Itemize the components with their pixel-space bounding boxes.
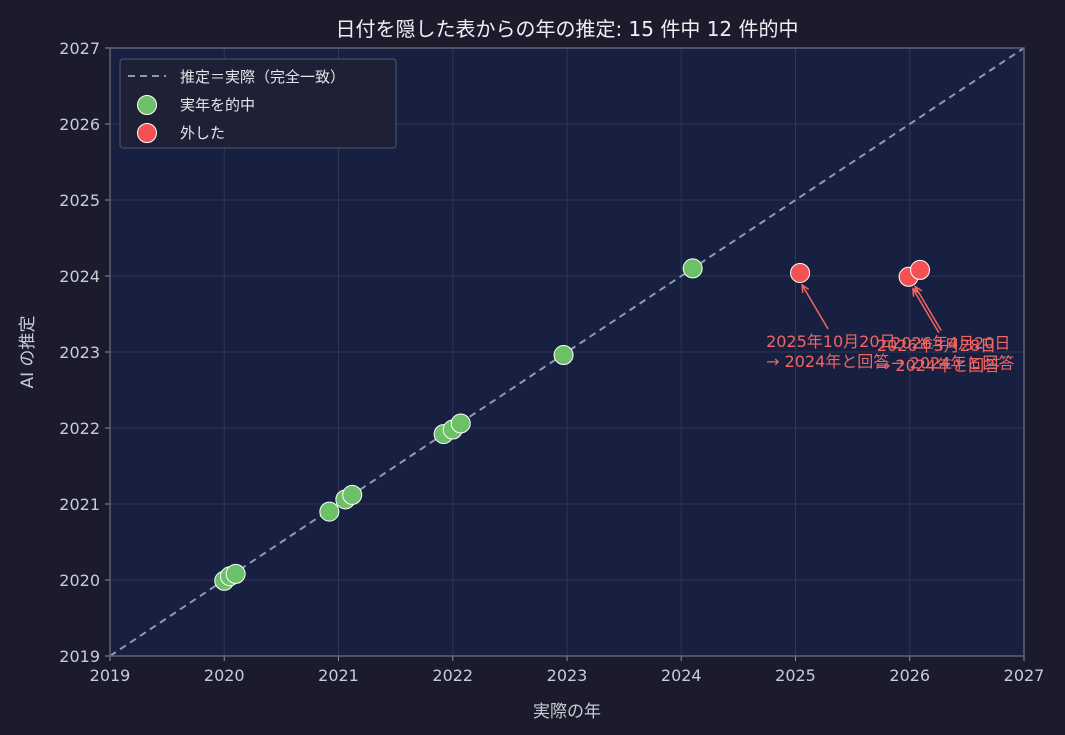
- x-tick-label: 2020: [204, 666, 245, 685]
- legend-box: [119, 58, 397, 149]
- x-tick-label: 2024: [661, 666, 702, 685]
- point-hit: [682, 258, 703, 279]
- reference-line: [109, 47, 1025, 657]
- legend-hit-label: 実年を的中: [180, 96, 255, 114]
- plot-frame: [109, 47, 1025, 657]
- x-tick-label: 2026: [889, 666, 930, 685]
- x-axis: 2019 2020 2021 2022 2023 2024 2025 2026 2027: [90, 656, 1045, 685]
- annotation-answer: → 2024年と回答: [891, 353, 1014, 372]
- y-tick-label: 2022: [59, 419, 100, 438]
- legend-reference-label: 推定＝実際（完全一致）: [180, 68, 345, 86]
- legend-hit-marker: [137, 95, 157, 115]
- annotation-date: 2026年4月20日: [891, 333, 1010, 352]
- y-tick-label: 2026: [59, 115, 100, 134]
- annotation-answer: → 2024年と回答: [877, 356, 1000, 375]
- point-miss: [790, 262, 811, 283]
- annotation-arrow: [912, 288, 940, 334]
- legend-miss-label: 外した: [180, 124, 225, 142]
- x-tick-label: 2021: [318, 666, 359, 685]
- y-axis: 2019 2020 2021 2022 2023 2024 2025 2026 2027: [59, 39, 110, 666]
- annotation-answer: → 2024年と回答: [766, 352, 889, 371]
- point-hit: [450, 413, 471, 434]
- annotation-date: 2025年10月20日: [766, 332, 895, 351]
- point-hit: [225, 563, 246, 584]
- point-miss: [910, 259, 931, 280]
- y-axis-label: AI の推定: [18, 315, 38, 388]
- y-tick-label: 2023: [59, 343, 100, 362]
- legend: 推定＝実際（完全一致） 実年を的中 外した: [119, 58, 397, 149]
- x-tick-label: 2022: [432, 666, 473, 685]
- annotation-arrowhead: [912, 287, 920, 297]
- y-tick-label: 2024: [59, 267, 100, 286]
- data-points: [214, 258, 931, 591]
- y-tick-label: 2027: [59, 39, 100, 58]
- annotation-date: 2026年3月28日: [877, 336, 996, 355]
- x-tick-label: 2025: [775, 666, 816, 685]
- y-tick-label: 2020: [59, 571, 100, 590]
- x-tick-label: 2019: [90, 666, 131, 685]
- y-tick-label: 2021: [59, 495, 100, 514]
- annotation-arrowhead: [914, 284, 923, 295]
- point-hit: [319, 501, 340, 522]
- x-axis-label: 実際の年: [533, 702, 601, 722]
- point-hit: [553, 345, 574, 366]
- y-tick-label: 2019: [59, 647, 100, 666]
- chart-title: 日付を隠した表からの年の推定: 15 件中 12 件的中: [335, 17, 798, 41]
- x-tick-label: 2023: [547, 666, 588, 685]
- x-tick-label: 2027: [1004, 666, 1045, 685]
- legend-miss-marker: [137, 123, 157, 143]
- annotation-arrowhead: [801, 283, 810, 293]
- annotation-arrow: [914, 286, 942, 331]
- point-hit: [342, 484, 363, 505]
- y-tick-label: 2025: [59, 191, 100, 210]
- annotation-arrow: [801, 284, 829, 330]
